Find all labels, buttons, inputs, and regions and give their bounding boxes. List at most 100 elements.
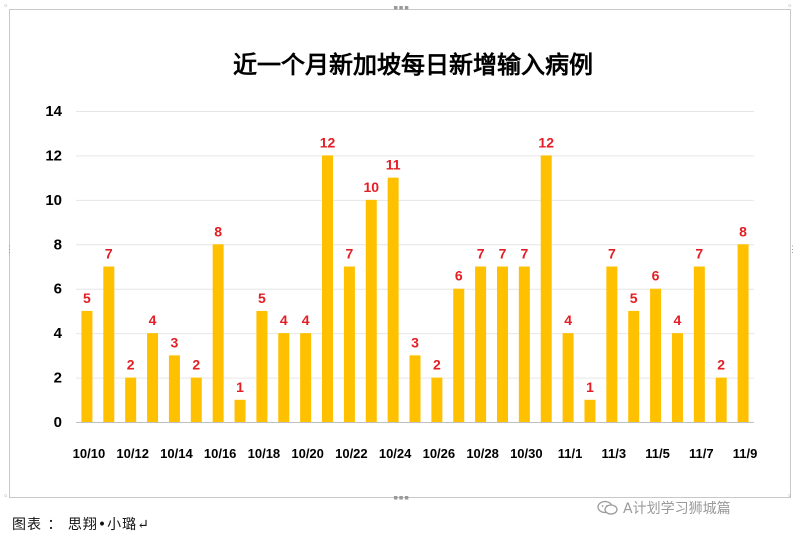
bar-11-5 — [650, 288, 662, 422]
bar-10-11 — [103, 266, 115, 422]
data-label: 12 — [538, 134, 554, 150]
data-label: 4 — [280, 312, 288, 328]
data-label: 7 — [345, 246, 353, 262]
bar-10-10 — [81, 310, 93, 422]
resize-handle-corner-br[interactable]: ◦ — [787, 492, 793, 502]
bar-10-23 — [365, 199, 377, 422]
y-tick-label: 6 — [54, 281, 62, 298]
data-label: 3 — [411, 334, 419, 350]
resize-handle-corner-tr[interactable]: ◦ — [787, 2, 793, 12]
data-label: 7 — [499, 246, 507, 262]
data-label: 4 — [564, 312, 572, 328]
data-label: 10 — [363, 179, 379, 195]
x-tick-label: 10/24 — [379, 446, 412, 461]
bar-10-29 — [496, 266, 508, 422]
data-label: 8 — [214, 223, 222, 239]
resize-handle-corner-tl[interactable]: ◦ — [3, 2, 9, 12]
x-tick-label: 10/12 — [116, 446, 149, 461]
y-tick-label: 10 — [45, 192, 62, 209]
y-axis-ticks: 0 2 4 6 8 10 12 14 — [45, 103, 62, 431]
bar-11-2 — [584, 399, 596, 422]
data-label: 7 — [695, 246, 703, 262]
x-tick-label: 11/7 — [689, 446, 714, 461]
wechat-icon — [597, 500, 618, 515]
resize-handle-corner-bl[interactable]: ◦ — [3, 492, 9, 502]
y-tick-label: 14 — [45, 103, 62, 120]
data-label: 4 — [302, 312, 310, 328]
y-tick-label: 2 — [54, 370, 62, 387]
bar-10-24 — [387, 177, 399, 422]
data-label: 11 — [386, 157, 401, 173]
bar-10-22 — [343, 266, 355, 422]
data-label: 2 — [717, 357, 725, 373]
data-label: 1 — [236, 379, 244, 395]
gridlines — [76, 111, 754, 379]
bar-10-15 — [190, 377, 202, 422]
data-label: 7 — [520, 246, 528, 262]
bar-10-20 — [300, 333, 312, 422]
bar-10-25 — [409, 355, 421, 422]
y-tick-label: 12 — [45, 147, 62, 164]
data-label: 4 — [674, 312, 682, 328]
data-label: 2 — [127, 357, 135, 373]
x-tick-label: 10/30 — [510, 446, 543, 461]
bar-11-1 — [562, 333, 574, 422]
y-tick-label: 0 — [54, 414, 62, 431]
resize-handle-top[interactable]: ▪▪▪ — [393, 3, 410, 13]
bar-10-16 — [212, 244, 224, 422]
bar-10-18 — [256, 310, 268, 422]
x-tick-label: 10/18 — [248, 446, 281, 461]
data-label: 2 — [433, 357, 441, 373]
data-label: 4 — [149, 312, 157, 328]
x-tick-label: 11/9 — [733, 446, 758, 461]
bars — [81, 155, 749, 422]
data-label: 3 — [171, 334, 179, 350]
data-label: 1 — [586, 379, 594, 395]
bar-10-12 — [125, 377, 137, 422]
watermark-text: A计划学习狮城篇 — [623, 501, 731, 517]
bar-10-26 — [431, 377, 443, 422]
watermark: A计划学习狮城篇 — [597, 498, 731, 518]
x-tick-label: 10/26 — [423, 446, 456, 461]
y-tick-label: 4 — [54, 325, 63, 342]
x-tick-label: 10/20 — [291, 446, 324, 461]
y-tick-label: 8 — [54, 236, 62, 253]
x-tick-label: 11/3 — [602, 446, 627, 461]
resize-handle-bottom[interactable]: ▪▪▪ — [393, 493, 410, 503]
data-label: 5 — [630, 290, 638, 306]
data-label: 7 — [608, 246, 616, 262]
bar-10-21 — [322, 155, 334, 422]
x-tick-label: 10/10 — [73, 446, 106, 461]
x-axis-ticks: 10/10 10/12 10/14 10/16 10/18 10/20 10/22 10/24… — [73, 446, 758, 461]
resize-handle-right[interactable]: ⋮ — [788, 245, 797, 255]
figure-caption: 图表 ： 思翔•小璐↵ — [12, 517, 150, 533]
bar-10-19 — [278, 333, 290, 422]
bar-10-13 — [147, 333, 159, 422]
bar-11-4 — [628, 310, 640, 422]
data-label: 6 — [652, 268, 660, 284]
bar-11-3 — [606, 266, 618, 422]
x-tick-label: 10/14 — [160, 446, 193, 461]
data-label: 5 — [83, 290, 91, 306]
bar-11-8 — [715, 377, 727, 422]
data-label: 12 — [320, 134, 336, 150]
data-label: 7 — [105, 246, 113, 262]
x-tick-label: 10/22 — [335, 446, 368, 461]
bar-10-31 — [540, 155, 552, 422]
data-label: 2 — [192, 357, 200, 373]
bar-11-9 — [737, 244, 749, 422]
bar-10-27 — [453, 288, 465, 422]
bar-11-7 — [693, 266, 705, 422]
bar-11-6 — [671, 333, 683, 422]
data-label: 7 — [477, 246, 485, 262]
bar-10-30 — [518, 266, 530, 422]
x-tick-label: 11/5 — [645, 446, 670, 461]
x-tick-label: 10/28 — [466, 446, 499, 461]
data-label: 6 — [455, 268, 463, 284]
chart-title: 近一个月新加坡每日新增输入病例 — [233, 51, 593, 79]
bar-10-17 — [234, 399, 246, 422]
resize-handle-left[interactable]: ⋮ — [5, 245, 14, 255]
data-label: 8 — [739, 223, 747, 239]
